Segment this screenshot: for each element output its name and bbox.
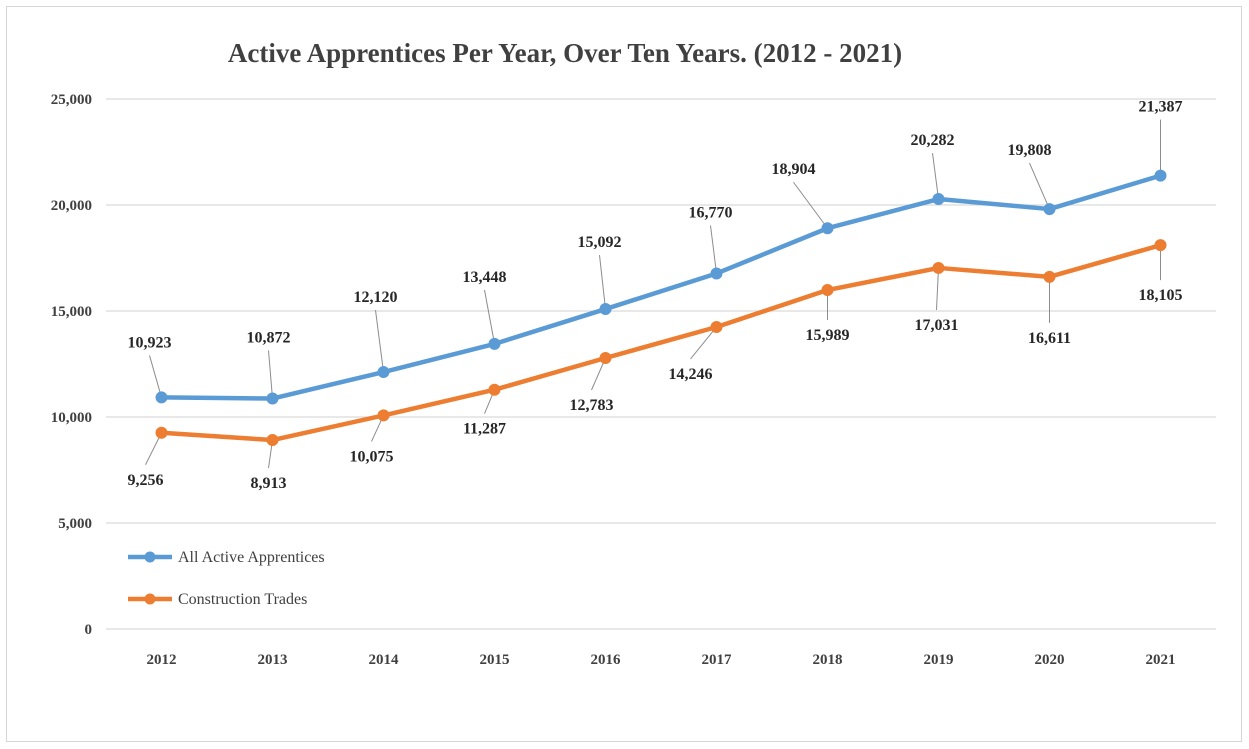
leader-line xyxy=(375,309,384,373)
y-tick-label: 25,000 xyxy=(51,92,92,108)
y-tick-label: 20,000 xyxy=(51,198,92,214)
y-tick-label: 0 xyxy=(85,622,93,638)
x-tick-label: 2017 xyxy=(702,652,733,668)
series-line xyxy=(159,173,1163,401)
data-label: 13,448 xyxy=(463,269,507,286)
data-point xyxy=(377,366,390,379)
legend-label: Construction Trades xyxy=(178,591,307,608)
data-label: 21,387 xyxy=(1139,99,1183,116)
data-point xyxy=(266,434,279,447)
data-label: 20,282 xyxy=(911,132,955,149)
data-point xyxy=(599,352,612,365)
x-tick-label: 2014 xyxy=(369,652,400,668)
leader-line xyxy=(690,326,717,360)
data-label: 8,913 xyxy=(251,475,287,492)
data-point xyxy=(932,261,945,274)
x-tick-label: 2015 xyxy=(480,652,510,668)
chart-frame xyxy=(6,6,1242,742)
data-label: 18,105 xyxy=(1139,287,1183,304)
legend-swatch-marker xyxy=(144,593,156,605)
data-point xyxy=(1154,239,1167,252)
leader-line xyxy=(268,350,273,399)
data-label: 17,031 xyxy=(915,317,959,334)
data-label: 11,287 xyxy=(463,421,506,438)
data-point xyxy=(932,193,945,206)
data-point xyxy=(1043,270,1056,283)
x-axis-ticks: 2012 2013 2014 2015 2016 2017 2018 2019 2020 2021 xyxy=(147,652,1176,668)
legend-swatch-marker xyxy=(144,551,156,563)
leader-line xyxy=(932,152,939,200)
x-tick-label: 2020 xyxy=(1035,652,1065,668)
data-label: 15,989 xyxy=(806,327,850,344)
series-lines xyxy=(155,169,1167,447)
data-label: 16,770 xyxy=(689,204,733,221)
data-point xyxy=(266,392,279,405)
data-point xyxy=(821,284,834,297)
data-label: 19,808 xyxy=(1008,142,1052,159)
data-point xyxy=(488,337,501,350)
x-tick-label: 2013 xyxy=(258,652,288,668)
data-point xyxy=(821,222,834,235)
y-tick-label: 5,000 xyxy=(58,516,92,532)
legend-label: All Active Apprentices xyxy=(178,549,325,566)
leader-line xyxy=(484,289,495,344)
leader-line xyxy=(936,267,939,310)
data-label: 12,783 xyxy=(570,397,614,414)
data-label: 10,075 xyxy=(350,448,394,465)
data-point xyxy=(1154,169,1167,182)
y-tick-label: 15,000 xyxy=(51,304,92,320)
leader-line xyxy=(1029,162,1050,210)
leader-line xyxy=(793,181,828,229)
gridlines xyxy=(106,98,1216,630)
x-tick-label: 2016 xyxy=(591,652,622,668)
leader-line xyxy=(599,254,606,310)
y-tick-label: 10,000 xyxy=(51,410,92,426)
data-point xyxy=(710,267,723,280)
leader-line xyxy=(710,225,717,274)
data-label: 9,256 xyxy=(128,472,164,489)
x-tick-label: 2019 xyxy=(924,652,954,668)
x-tick-label: 2012 xyxy=(147,652,177,668)
x-tick-label: 2021 xyxy=(1146,652,1176,668)
data-label: 12,120 xyxy=(354,289,398,306)
data-label: 18,904 xyxy=(772,161,816,178)
legend: All Active Apprentices Construction Trade… xyxy=(128,549,325,608)
data-point xyxy=(155,391,168,404)
data-point xyxy=(599,303,612,316)
data-label: 10,923 xyxy=(128,334,172,351)
data-point xyxy=(1043,203,1056,216)
data-label: 16,611 xyxy=(1028,330,1071,347)
y-axis-ticks: 0 5,000 10,000 15,000 20,000 25,000 xyxy=(51,92,92,638)
x-tick-label: 2018 xyxy=(813,652,843,668)
leader-line xyxy=(149,355,162,398)
data-point xyxy=(377,409,390,422)
data-point xyxy=(155,426,168,439)
chart-title: Active Apprentices Per Year, Over Ten Ye… xyxy=(228,38,902,68)
data-labels: 10,923 10,872 12,120 13,448 15,092 16,770 18,9… xyxy=(128,99,1183,492)
data-label: 15,092 xyxy=(578,234,622,251)
data-point xyxy=(710,320,723,333)
data-label: 10,872 xyxy=(247,330,291,347)
data-point xyxy=(488,383,501,396)
data-label: 14,246 xyxy=(669,366,713,383)
series-line xyxy=(159,242,1163,443)
